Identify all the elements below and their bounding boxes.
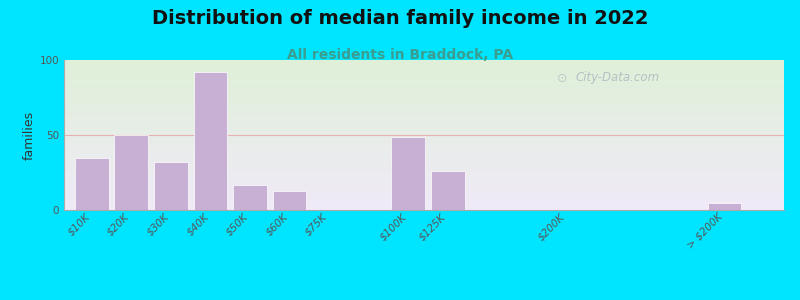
Bar [431, 171, 465, 210]
Text: ⊙: ⊙ [558, 71, 568, 85]
Bar [391, 136, 425, 210]
Bar [233, 184, 266, 210]
Bar [114, 135, 148, 210]
Bar [75, 158, 109, 210]
Bar [708, 202, 742, 210]
Bar [194, 72, 227, 210]
Bar [154, 162, 188, 210]
Text: All residents in Braddock, PA: All residents in Braddock, PA [287, 48, 513, 62]
Bar [273, 190, 306, 210]
Y-axis label: families: families [22, 110, 35, 160]
Text: Distribution of median family income in 2022: Distribution of median family income in … [152, 9, 648, 28]
Text: City-Data.com: City-Data.com [575, 71, 659, 85]
